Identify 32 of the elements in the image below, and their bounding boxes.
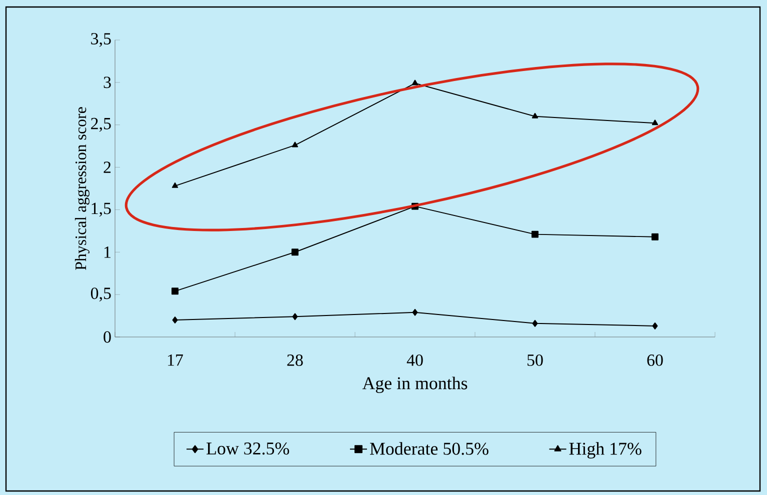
x-tick-label: 50 xyxy=(528,354,543,366)
point xyxy=(532,230,538,238)
y-tick-label: 1,5 xyxy=(92,202,111,217)
point xyxy=(292,142,298,148)
point xyxy=(652,120,658,126)
y-axis-title: Physical aggression score xyxy=(74,107,90,270)
x-tick-label: 40 xyxy=(406,354,423,366)
point xyxy=(532,112,538,118)
y-tick-label: 1 xyxy=(104,246,110,258)
point xyxy=(172,316,178,324)
point xyxy=(292,248,298,256)
point xyxy=(652,233,658,240)
y-tick-label: 0,5 xyxy=(90,288,111,302)
legend-label: High 17% xyxy=(569,442,642,459)
y-tick-label: 3 xyxy=(104,76,111,88)
x-tick-label: 28 xyxy=(287,354,303,366)
legend-label: Low 32.5% xyxy=(206,442,290,455)
point xyxy=(652,322,658,330)
y-tick-label: 2,5 xyxy=(91,118,111,132)
point xyxy=(172,182,178,188)
x-tick-label: 17 xyxy=(168,354,183,366)
x-tick-label: 60 xyxy=(647,354,663,366)
y-tick-label: 2 xyxy=(104,162,111,173)
point xyxy=(412,80,418,86)
y-tick-label: 3,5 xyxy=(91,33,111,47)
point xyxy=(532,320,538,327)
point xyxy=(172,288,178,295)
x-axis-title: Age in months xyxy=(362,376,468,394)
point xyxy=(292,313,298,320)
y-tick-label: 0 xyxy=(104,331,111,343)
point xyxy=(412,308,418,316)
legend-label: Moderate 50.5% xyxy=(370,442,488,455)
